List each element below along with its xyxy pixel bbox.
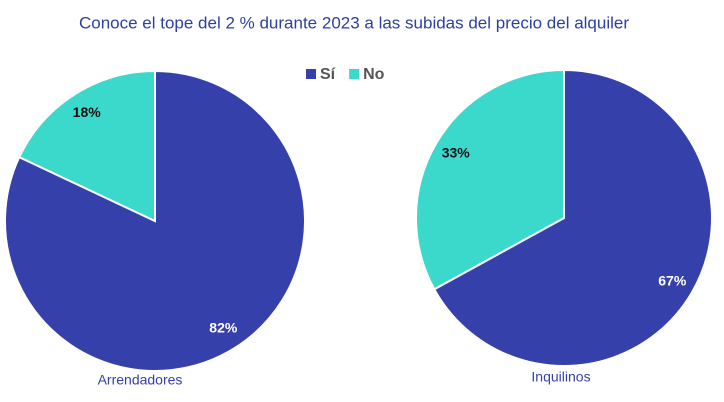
data-label: 67% [658,273,687,289]
data-label: 33% [442,145,471,161]
legend-label: Sí [320,66,336,83]
data-label: 82% [209,319,238,335]
legend-label: No [363,66,385,83]
chart-title: Conoce el tope del 2 % durante 2023 a la… [79,13,629,32]
legend-swatch [349,69,360,79]
pie-slice [17,69,156,223]
pie-slice [415,68,565,291]
pie-title: Arrendadores [98,372,183,388]
data-label: 18% [73,104,102,120]
pie-title: Inquilinos [531,369,590,385]
legend-swatch [306,69,316,79]
pie-slice [432,68,713,367]
